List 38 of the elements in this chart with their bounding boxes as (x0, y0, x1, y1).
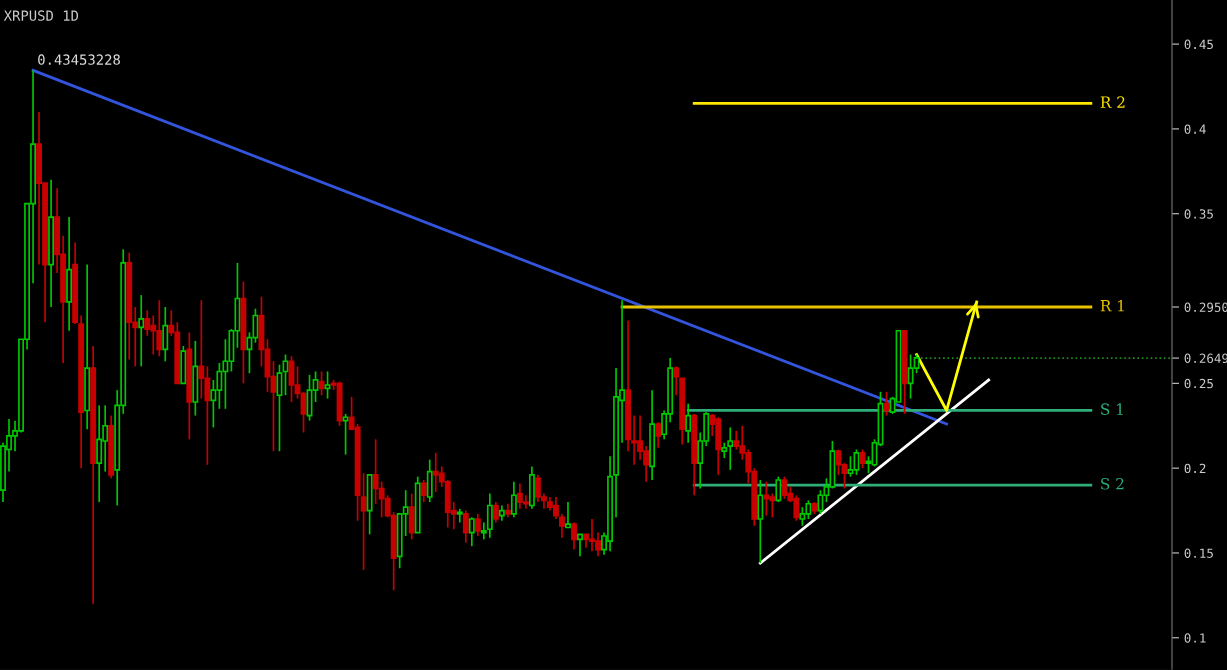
candlestick (655, 421, 662, 449)
y-tick-label: 0.25 (1184, 378, 1213, 389)
candlestick (775, 475, 782, 503)
text: XRPUSD 1D (3, 10, 79, 21)
y-tick-label: 0.35 (1184, 209, 1213, 219)
candlestick (468, 516, 475, 548)
candlestick (577, 533, 583, 558)
y-tick-label: 0.45 (1184, 39, 1213, 50)
candlestick (757, 479, 764, 564)
series-label: S 2 (1101, 477, 1124, 490)
candlestick (571, 521, 577, 551)
candlestick (138, 294, 145, 368)
candlestick (474, 513, 481, 537)
y-tick-label: 0.2 (1184, 463, 1206, 474)
series-label: R 1 (1100, 299, 1124, 312)
annotation: 0.43453228 (38, 54, 120, 65)
y-tick-label: 0.1 (1184, 633, 1206, 643)
candlestick (480, 521, 487, 541)
candlestick (462, 509, 469, 544)
candlestick (859, 448, 866, 469)
candlestick (565, 501, 571, 529)
candlestick (486, 492, 493, 539)
candlestick (492, 501, 499, 524)
series-label: R 2 (1100, 96, 1125, 108)
y-tick-label: 0.4 (1184, 124, 1206, 134)
candlestick (360, 472, 367, 571)
y-tick-label: 0.15 (1184, 548, 1213, 558)
candlestick (685, 402, 692, 444)
candlestick (510, 480, 517, 519)
series-label: S 1 (1101, 403, 1123, 415)
candlestick (282, 353, 289, 397)
candlestick (727, 426, 734, 471)
candlestick (324, 370, 331, 400)
candlestick (673, 365, 680, 397)
candlestick (342, 413, 349, 456)
candlestick (420, 479, 427, 503)
candlestick (162, 306, 169, 363)
candlestick (559, 513, 565, 539)
